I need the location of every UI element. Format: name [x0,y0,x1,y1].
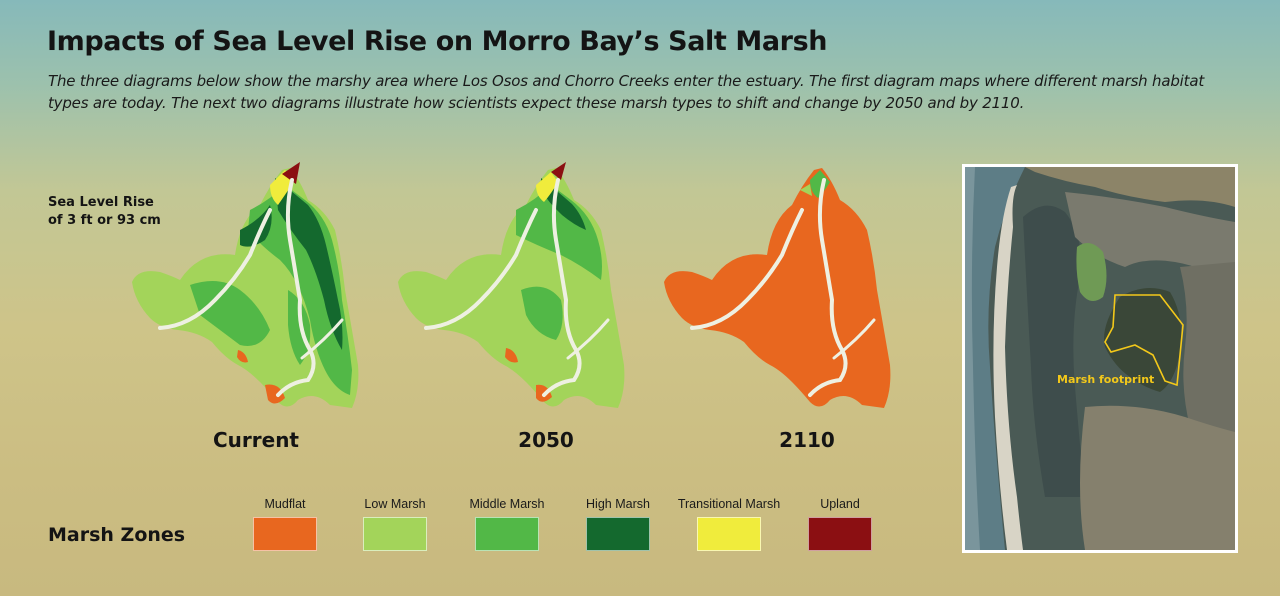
page-title: Impacts of Sea Level Rise on Morro Bay’s… [47,26,828,57]
legend-label-mudflat: Mudflat [264,497,306,511]
legend-swatch-high-marsh [586,517,650,551]
legend-item-upland: Upland [785,497,895,551]
marsh-map-2050-graphic [398,162,625,408]
map-label-current: Current [212,428,299,452]
legend-item-transitional-marsh: Transitional Marsh [674,497,784,551]
marsh-map-current-graphic [132,162,359,408]
aerial-photo-graphic [965,167,1235,550]
legend-label-low-marsh: Low Marsh [364,497,426,511]
page-subtitle: The three diagrams below show the marshy… [48,72,1204,112]
marsh-footprint-label: Marsh footprint [1057,373,1155,386]
aerial-photo: Marsh footprint [962,164,1238,553]
legend-swatch-transitional-marsh [697,517,761,551]
legend-item-middle-marsh: Middle Marsh [452,497,562,551]
legend-item-mudflat: Mudflat [230,497,340,551]
legend-swatch-middle-marsh [475,517,539,551]
legend-item-low-marsh: Low Marsh [340,497,450,551]
legend-title: Marsh Zones [48,524,186,546]
map-label-2110: 2110 [779,428,835,452]
sea-level-note-line1: Sea Level Rise [48,195,154,210]
legend-label-transitional-marsh: Transitional Marsh [677,497,781,511]
marsh-map-current [120,150,370,420]
legend-swatch-mudflat [253,517,317,551]
marsh-map-2110 [652,150,902,420]
legend-label-middle-marsh: Middle Marsh [469,497,545,511]
legend-label-high-marsh: High Marsh [586,497,650,511]
marsh-map-2110-graphic [664,168,891,408]
legend-swatch-low-marsh [363,517,427,551]
map-label-2050: 2050 [518,428,574,452]
marsh-map-2050 [386,150,636,420]
sea-level-note: Sea Level Rise of 3 ft or 93 cm [48,194,161,230]
legend-item-high-marsh: High Marsh [563,497,673,551]
sea-level-note-line2: of 3 ft or 93 cm [48,213,161,228]
legend-swatch-upland [808,517,872,551]
legend-label-upland: Upland [820,497,860,511]
